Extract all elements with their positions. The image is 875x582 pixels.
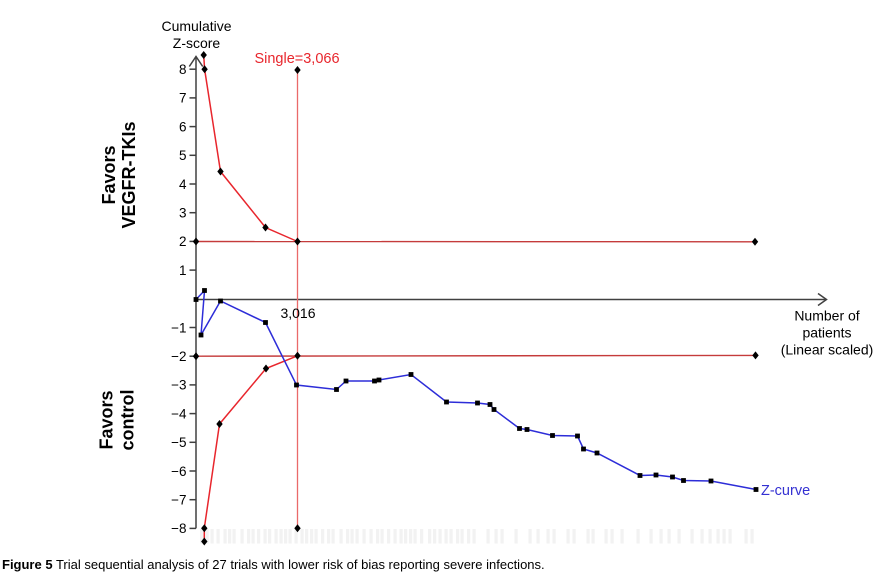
svg-text:−5: −5 — [171, 435, 186, 450]
svg-text:Z-score: Z-score — [173, 35, 221, 51]
svg-text:−3: −3 — [171, 378, 186, 393]
svg-text:VEGFR-TKIs: VEGFR-TKIs — [119, 121, 139, 228]
svg-text:Z-curve: Z-curve — [761, 483, 810, 499]
svg-text:2: 2 — [179, 234, 187, 249]
svg-text:6: 6 — [179, 119, 187, 134]
svg-text:3,016: 3,016 — [280, 305, 315, 321]
svg-text:−1: −1 — [171, 320, 186, 335]
svg-text:Number of: Number of — [794, 308, 859, 324]
svg-text:Single=3,066: Single=3,066 — [254, 51, 339, 67]
svg-text:5: 5 — [179, 148, 187, 163]
svg-text:−2: −2 — [171, 349, 186, 364]
svg-text:(Linear scaled): (Linear scaled) — [781, 342, 874, 358]
svg-text:8: 8 — [179, 62, 187, 77]
svg-text:patients: patients — [802, 325, 851, 341]
svg-text:−6: −6 — [171, 464, 186, 479]
svg-text:Favors: Favors — [99, 145, 119, 204]
svg-text:−7: −7 — [171, 493, 186, 508]
svg-text:3: 3 — [179, 206, 187, 221]
svg-text:Cumulative: Cumulative — [161, 18, 231, 34]
svg-text:control: control — [118, 390, 138, 451]
svg-text:−8: −8 — [171, 521, 186, 536]
svg-text:4: 4 — [179, 177, 187, 192]
svg-text:7: 7 — [179, 91, 187, 106]
svg-text:−4: −4 — [171, 406, 187, 421]
svg-text:Favors: Favors — [97, 390, 117, 449]
svg-text:Figure 5 Trial sequential anal: Figure 5 Trial sequential analysis of 27… — [2, 557, 545, 572]
svg-text:1: 1 — [179, 263, 187, 278]
